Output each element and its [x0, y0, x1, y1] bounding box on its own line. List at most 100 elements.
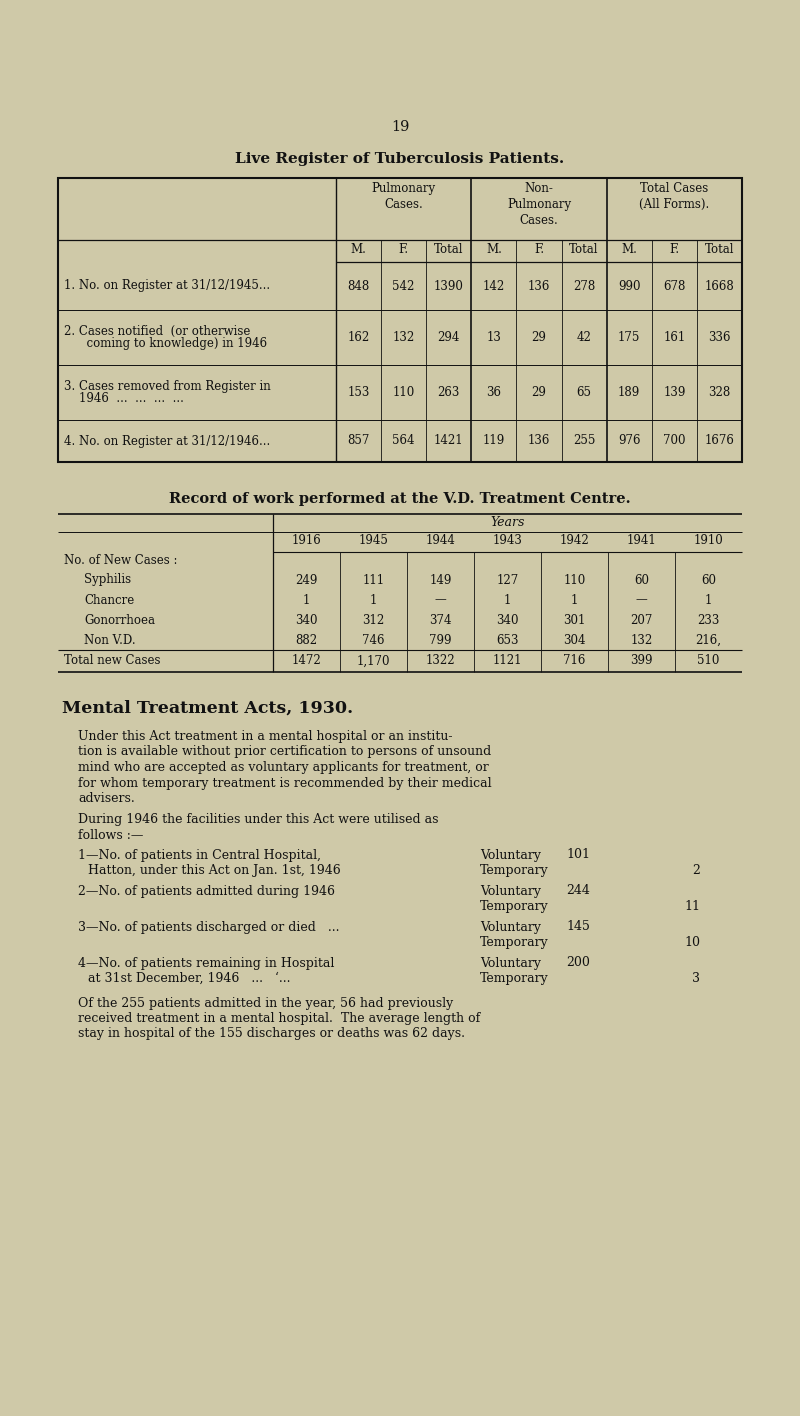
- Text: 3. Cases removed from Register in: 3. Cases removed from Register in: [64, 379, 270, 394]
- Text: 857: 857: [347, 435, 370, 447]
- Text: Non-
Pulmonary
Cases.: Non- Pulmonary Cases.: [507, 183, 571, 227]
- Text: Temporary: Temporary: [480, 864, 549, 877]
- Text: 136: 136: [528, 279, 550, 293]
- Text: Voluntary: Voluntary: [480, 956, 541, 970]
- Text: 990: 990: [618, 279, 641, 293]
- Text: F.: F.: [398, 244, 409, 256]
- Text: 3: 3: [692, 971, 700, 986]
- Text: 2—No. of patients admitted during 1946: 2—No. of patients admitted during 1946: [78, 885, 335, 898]
- Text: F.: F.: [534, 244, 544, 256]
- Text: 249: 249: [295, 573, 318, 586]
- Text: 1: 1: [504, 593, 511, 606]
- Text: Voluntary: Voluntary: [480, 848, 541, 861]
- Text: Live Register of Tuberculosis Patients.: Live Register of Tuberculosis Patients.: [235, 152, 565, 166]
- Text: 175: 175: [618, 331, 641, 344]
- Text: 1: 1: [571, 593, 578, 606]
- Text: 1945: 1945: [358, 534, 389, 547]
- Text: 294: 294: [438, 331, 460, 344]
- Text: 1946  ...  ...  ...  ...: 1946 ... ... ... ...: [64, 392, 184, 405]
- Text: 153: 153: [347, 387, 370, 399]
- Text: Total: Total: [434, 244, 463, 256]
- Text: Total Cases
(All Forms).: Total Cases (All Forms).: [639, 183, 710, 211]
- Text: 29: 29: [531, 387, 546, 399]
- Text: Under this Act treatment in a mental hospital or an institu-: Under this Act treatment in a mental hos…: [78, 731, 453, 743]
- Text: 1943: 1943: [493, 534, 522, 547]
- Text: Voluntary: Voluntary: [480, 885, 541, 898]
- Text: Temporary: Temporary: [480, 936, 549, 949]
- Text: for whom temporary treatment is recommended by their medical: for whom temporary treatment is recommen…: [78, 776, 492, 790]
- Text: F.: F.: [670, 244, 679, 256]
- Text: 1916: 1916: [292, 534, 322, 547]
- Text: 746: 746: [362, 633, 385, 647]
- Text: 1: 1: [370, 593, 377, 606]
- Text: 564: 564: [393, 435, 415, 447]
- Text: M.: M.: [486, 244, 502, 256]
- Text: 653: 653: [496, 633, 518, 647]
- Text: 542: 542: [393, 279, 415, 293]
- Text: 312: 312: [362, 613, 385, 626]
- Text: 340: 340: [295, 613, 318, 626]
- Text: 29: 29: [531, 331, 546, 344]
- Text: 200: 200: [566, 956, 590, 970]
- Text: 2. Cases notified  (or otherwise: 2. Cases notified (or otherwise: [64, 326, 250, 338]
- Text: 127: 127: [496, 573, 518, 586]
- Text: coming to knowledge) in 1946: coming to knowledge) in 1946: [64, 337, 267, 350]
- Text: 848: 848: [347, 279, 370, 293]
- Text: 1421: 1421: [434, 435, 463, 447]
- Text: Chancre: Chancre: [84, 593, 134, 606]
- Text: 110: 110: [563, 573, 586, 586]
- Text: Total: Total: [570, 244, 599, 256]
- Text: advisers.: advisers.: [78, 792, 134, 806]
- Text: 1472: 1472: [292, 654, 322, 667]
- Text: 301: 301: [563, 613, 586, 626]
- Text: 799: 799: [430, 633, 452, 647]
- Text: Mental Treatment Acts, 1930.: Mental Treatment Acts, 1930.: [62, 700, 353, 716]
- Text: 340: 340: [496, 613, 518, 626]
- Text: Total: Total: [705, 244, 734, 256]
- Text: 336: 336: [708, 331, 730, 344]
- Text: 976: 976: [618, 435, 641, 447]
- Text: 2: 2: [692, 864, 700, 877]
- Text: 42: 42: [577, 331, 591, 344]
- Text: 263: 263: [438, 387, 460, 399]
- Text: 1676: 1676: [705, 435, 734, 447]
- Text: 10: 10: [684, 936, 700, 949]
- Text: 1121: 1121: [493, 654, 522, 667]
- Text: 162: 162: [347, 331, 370, 344]
- Text: 1: 1: [705, 593, 712, 606]
- Text: stay in hospital of the 155 discharges or deaths was 62 days.: stay in hospital of the 155 discharges o…: [78, 1028, 465, 1041]
- Text: 132: 132: [630, 633, 653, 647]
- Text: No. of New Cases :: No. of New Cases :: [64, 554, 178, 566]
- Text: 374: 374: [430, 613, 452, 626]
- Text: 716: 716: [563, 654, 586, 667]
- Text: 136: 136: [528, 435, 550, 447]
- Text: 216,: 216,: [695, 633, 722, 647]
- Text: 4—No. of patients remaining in Hospital: 4—No. of patients remaining in Hospital: [78, 956, 334, 970]
- Text: Record of work performed at the V.D. Treatment Centre.: Record of work performed at the V.D. Tre…: [169, 491, 631, 506]
- Text: 60: 60: [634, 573, 649, 586]
- Text: —: —: [636, 593, 647, 606]
- Text: 149: 149: [430, 573, 452, 586]
- Text: 189: 189: [618, 387, 640, 399]
- Text: 3—No. of patients discharged or died   ...: 3—No. of patients discharged or died ...: [78, 920, 339, 933]
- Text: 101: 101: [566, 848, 590, 861]
- Text: 11: 11: [684, 901, 700, 913]
- Text: 13: 13: [486, 331, 502, 344]
- Text: 304: 304: [563, 633, 586, 647]
- Text: Of the 255 patients admitted in the year, 56 had previously: Of the 255 patients admitted in the year…: [78, 997, 454, 1010]
- Text: Temporary: Temporary: [480, 971, 549, 986]
- Text: Years: Years: [490, 515, 525, 530]
- Text: received treatment in a mental hospital.  The average length of: received treatment in a mental hospital.…: [78, 1012, 480, 1025]
- Text: 1—No. of patients in Central Hospital,: 1—No. of patients in Central Hospital,: [78, 848, 321, 861]
- Text: Temporary: Temporary: [480, 901, 549, 913]
- Text: 132: 132: [393, 331, 414, 344]
- Text: During 1946 the facilities under this Act were utilised as: During 1946 the facilities under this Ac…: [78, 814, 438, 827]
- Text: 1668: 1668: [705, 279, 734, 293]
- Text: 145: 145: [566, 920, 590, 933]
- Text: Voluntary: Voluntary: [480, 920, 541, 933]
- Text: 678: 678: [663, 279, 686, 293]
- Text: 111: 111: [362, 573, 385, 586]
- Text: at 31st December, 1946   ...   ‘...: at 31st December, 1946 ... ‘...: [88, 971, 290, 986]
- Text: 36: 36: [486, 387, 502, 399]
- Text: 510: 510: [698, 654, 720, 667]
